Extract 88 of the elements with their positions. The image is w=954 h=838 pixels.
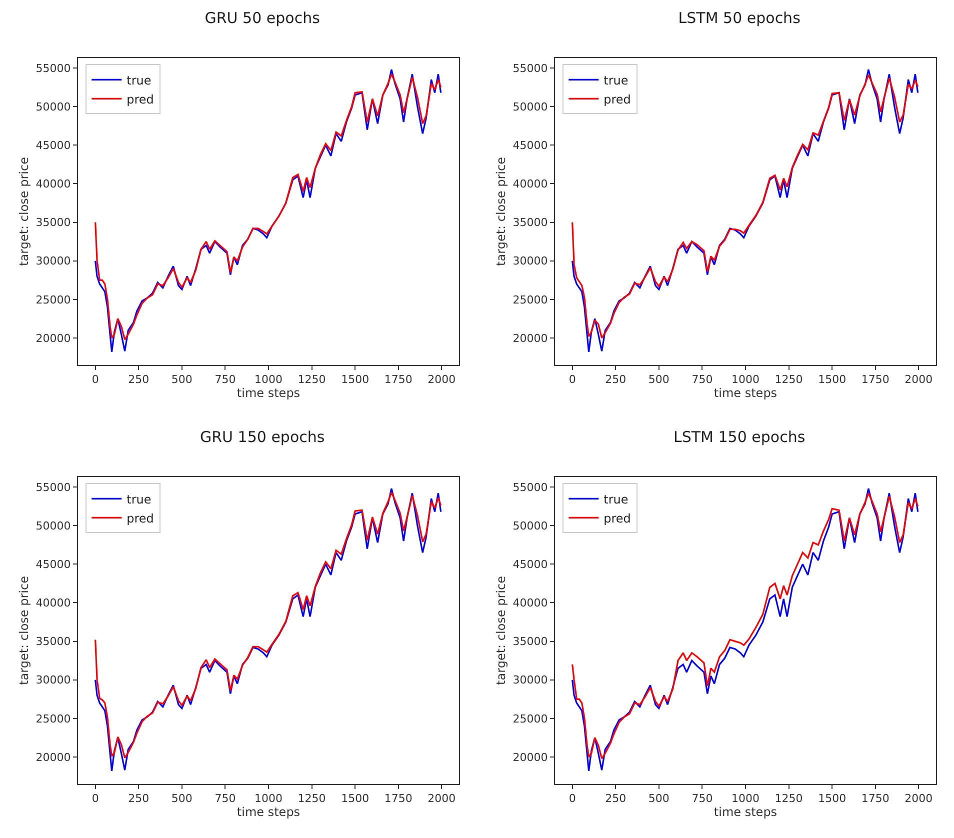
y-tick-label: 30000 xyxy=(512,674,548,687)
y-tick-label: 50000 xyxy=(512,100,548,114)
legend-label: true xyxy=(126,73,152,88)
x-axis-title: time steps xyxy=(714,386,778,400)
x-tick-label: 0 xyxy=(92,373,99,386)
x-tick-label: 0 xyxy=(568,792,576,806)
legend-label: true xyxy=(126,492,152,506)
y-tick-label: 45000 xyxy=(36,558,71,572)
y-tick-label: 25000 xyxy=(512,293,548,306)
y-tick-label: 35000 xyxy=(36,635,71,648)
y-tick-label: 55000 xyxy=(512,480,548,494)
y-tick-label: 35000 xyxy=(512,635,548,648)
x-tick-label: 750 xyxy=(214,792,236,806)
y-axis-title: target: close price xyxy=(17,157,32,266)
x-tick-label: 1750 xyxy=(861,373,890,386)
legend-label: true xyxy=(604,492,628,506)
x-tick-label: 0 xyxy=(568,373,576,386)
y-axis-title: target: close price xyxy=(494,157,508,266)
x-tick-label: 1250 xyxy=(774,373,803,386)
y-axis-title: target: close price xyxy=(494,576,508,685)
y-tick-label: 50000 xyxy=(512,519,548,532)
x-tick-label: 1250 xyxy=(298,792,326,806)
x-tick-label: 1000 xyxy=(254,792,282,806)
y-tick-label: 35000 xyxy=(512,216,548,230)
x-tick-label: 1750 xyxy=(384,373,412,386)
y-tick-label: 20000 xyxy=(36,332,71,345)
x-tick-label: 1500 xyxy=(341,373,370,386)
x-tick-label: 1000 xyxy=(732,373,760,386)
x-tick-label: 250 xyxy=(128,373,150,386)
x-tick-label: 500 xyxy=(171,373,192,386)
y-tick-label: 20000 xyxy=(36,750,71,764)
legend-label: true xyxy=(604,73,628,88)
y-tick-label: 40000 xyxy=(36,178,71,191)
y-tick-label: 20000 xyxy=(512,750,548,764)
x-tick-label: 500 xyxy=(648,792,670,806)
chart-title: GRU 50 epochs xyxy=(204,9,320,28)
x-tick-label: 1500 xyxy=(818,792,846,806)
x-tick-label: 1750 xyxy=(384,792,412,806)
y-tick-label: 25000 xyxy=(512,712,548,726)
legend-label: pred xyxy=(126,511,154,526)
x-tick-label: 1250 xyxy=(774,792,803,806)
y-tick-label: 55000 xyxy=(36,62,71,75)
x-tick-label: 1000 xyxy=(732,792,760,806)
y-tick-label: 45000 xyxy=(512,139,548,152)
y-tick-label: 40000 xyxy=(512,596,548,610)
x-tick-label: 2000 xyxy=(428,792,456,806)
y-tick-label: 35000 xyxy=(36,216,71,230)
x-tick-label: 250 xyxy=(605,792,626,806)
y-tick-label: 50000 xyxy=(36,100,71,114)
x-tick-label: 2000 xyxy=(428,373,456,386)
y-tick-label: 55000 xyxy=(512,62,548,75)
x-tick-label: 1500 xyxy=(341,792,370,806)
x-tick-label: 250 xyxy=(605,373,626,386)
x-tick-label: 500 xyxy=(648,373,670,386)
y-tick-label: 45000 xyxy=(512,558,548,572)
y-tick-label: 45000 xyxy=(36,139,71,152)
x-tick-label: 750 xyxy=(214,373,236,386)
y-tick-label: 20000 xyxy=(512,332,548,345)
x-axis-title: time steps xyxy=(714,805,778,820)
x-tick-label: 750 xyxy=(692,792,713,806)
y-tick-label: 40000 xyxy=(36,596,71,610)
x-tick-label: 250 xyxy=(128,792,150,806)
x-axis-title: time steps xyxy=(236,386,300,400)
chart-title: GRU 150 epochs xyxy=(200,428,325,446)
y-tick-label: 30000 xyxy=(36,674,71,687)
x-tick-label: 2000 xyxy=(904,792,933,806)
y-tick-label: 25000 xyxy=(36,712,71,726)
x-tick-label: 1750 xyxy=(861,792,890,806)
x-tick-label: 1500 xyxy=(818,373,846,386)
x-tick-label: 500 xyxy=(171,792,192,806)
legend-label: pred xyxy=(604,92,631,106)
x-tick-label: 1250 xyxy=(298,373,326,386)
chart-title: LSTM 50 epochs xyxy=(678,9,801,28)
y-tick-label: 30000 xyxy=(512,254,548,268)
y-tick-label: 25000 xyxy=(36,293,71,306)
x-tick-label: 1000 xyxy=(254,373,282,386)
x-tick-label: 750 xyxy=(692,373,713,386)
legend-label: pred xyxy=(604,511,631,526)
y-tick-label: 50000 xyxy=(36,519,71,532)
y-tick-label: 55000 xyxy=(36,480,71,494)
x-tick-label: 0 xyxy=(92,792,99,806)
y-tick-label: 40000 xyxy=(512,178,548,191)
legend-label: pred xyxy=(126,92,154,106)
y-axis-title: target: close price xyxy=(17,576,32,685)
x-tick-label: 2000 xyxy=(904,373,933,386)
chart-title: LSTM 150 epochs xyxy=(674,428,806,446)
x-axis-title: time steps xyxy=(236,805,300,820)
y-tick-label: 30000 xyxy=(36,254,71,268)
